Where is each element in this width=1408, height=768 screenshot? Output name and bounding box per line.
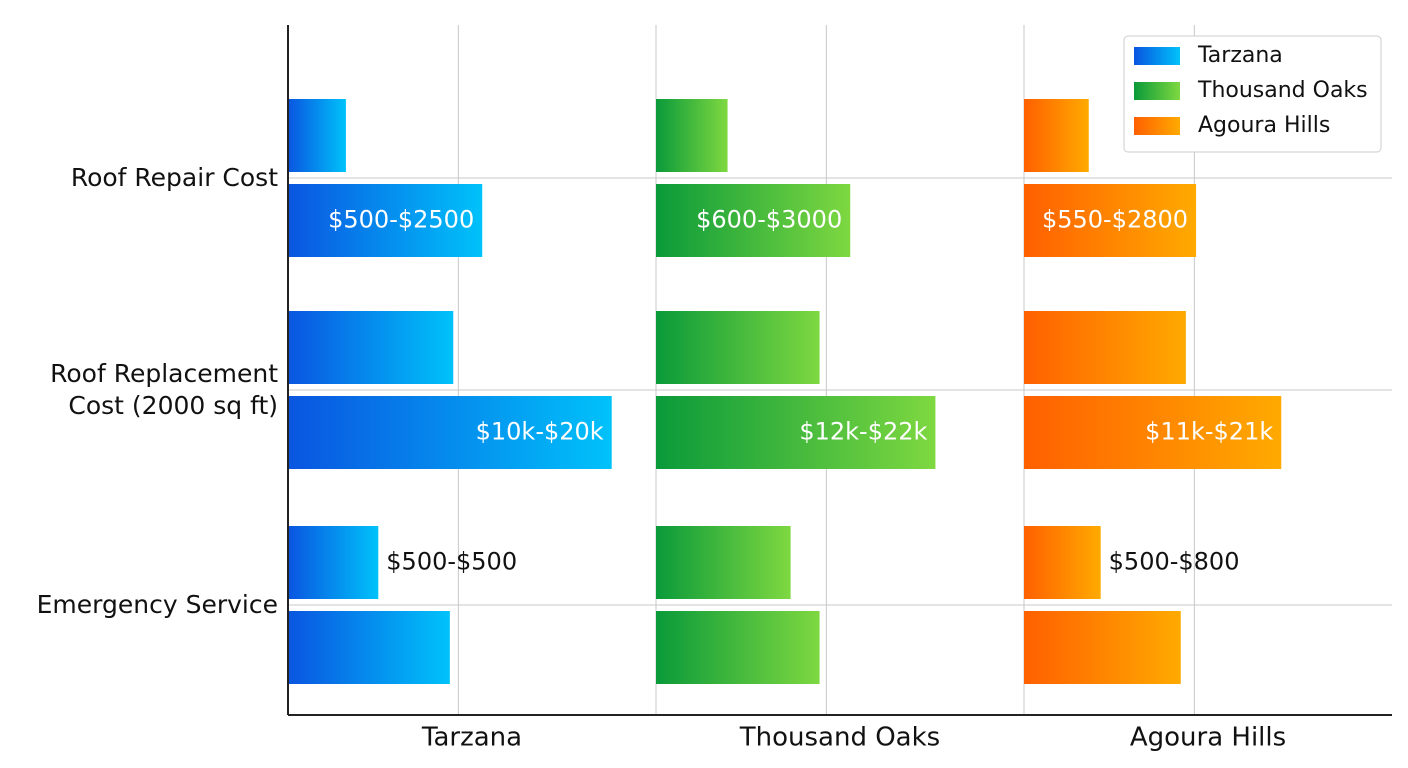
bar-low xyxy=(656,311,820,384)
bar-low xyxy=(288,526,379,599)
bar-high xyxy=(1024,396,1282,469)
value-label: $600-$3000 xyxy=(696,206,842,234)
bar-low xyxy=(1024,99,1089,172)
value-label: $12k-$22k xyxy=(799,418,927,446)
legend-swatch xyxy=(1134,47,1180,65)
y-tick-label: Roof Repair Cost xyxy=(70,163,278,192)
legend-label: Tarzana xyxy=(1197,43,1283,68)
legend-box xyxy=(1123,35,1382,153)
value-label: $10k-$20k xyxy=(476,418,604,446)
value-label: $500-$2500 xyxy=(328,206,474,234)
bar-high xyxy=(288,396,612,469)
bar-low xyxy=(1024,526,1101,599)
value-label: $500-$800 xyxy=(1109,548,1240,576)
y-tick-label: Roof Replacement Cost (2000 sq ft) xyxy=(50,359,278,420)
bar-low xyxy=(288,99,346,172)
value-label: $500-$500 xyxy=(386,548,517,576)
x-tick-label: Agoura Hills xyxy=(1130,723,1286,753)
legend-swatch xyxy=(1134,117,1180,135)
bar-high xyxy=(1024,184,1197,257)
value-label: $550-$2800 xyxy=(1042,206,1188,234)
bar-high xyxy=(656,611,820,684)
bar-high xyxy=(1024,611,1181,684)
legend-swatch xyxy=(1134,82,1180,100)
x-tick-label: Thousand Oaks xyxy=(739,723,940,753)
bar-high xyxy=(288,611,450,684)
y-tick-label: Emergency Service xyxy=(36,590,278,619)
legend-label: Thousand Oaks xyxy=(1197,78,1368,103)
legend-label: Agoura Hills xyxy=(1198,113,1330,138)
x-tick-label: Tarzana xyxy=(421,723,522,753)
bar-high xyxy=(656,396,936,469)
bar-low xyxy=(656,526,791,599)
bar-low xyxy=(656,99,728,172)
bar-high xyxy=(288,184,483,257)
bar-high xyxy=(656,184,851,257)
bar-low xyxy=(288,311,454,384)
bar-low xyxy=(1024,311,1186,384)
value-label: $11k-$21k xyxy=(1145,418,1273,446)
